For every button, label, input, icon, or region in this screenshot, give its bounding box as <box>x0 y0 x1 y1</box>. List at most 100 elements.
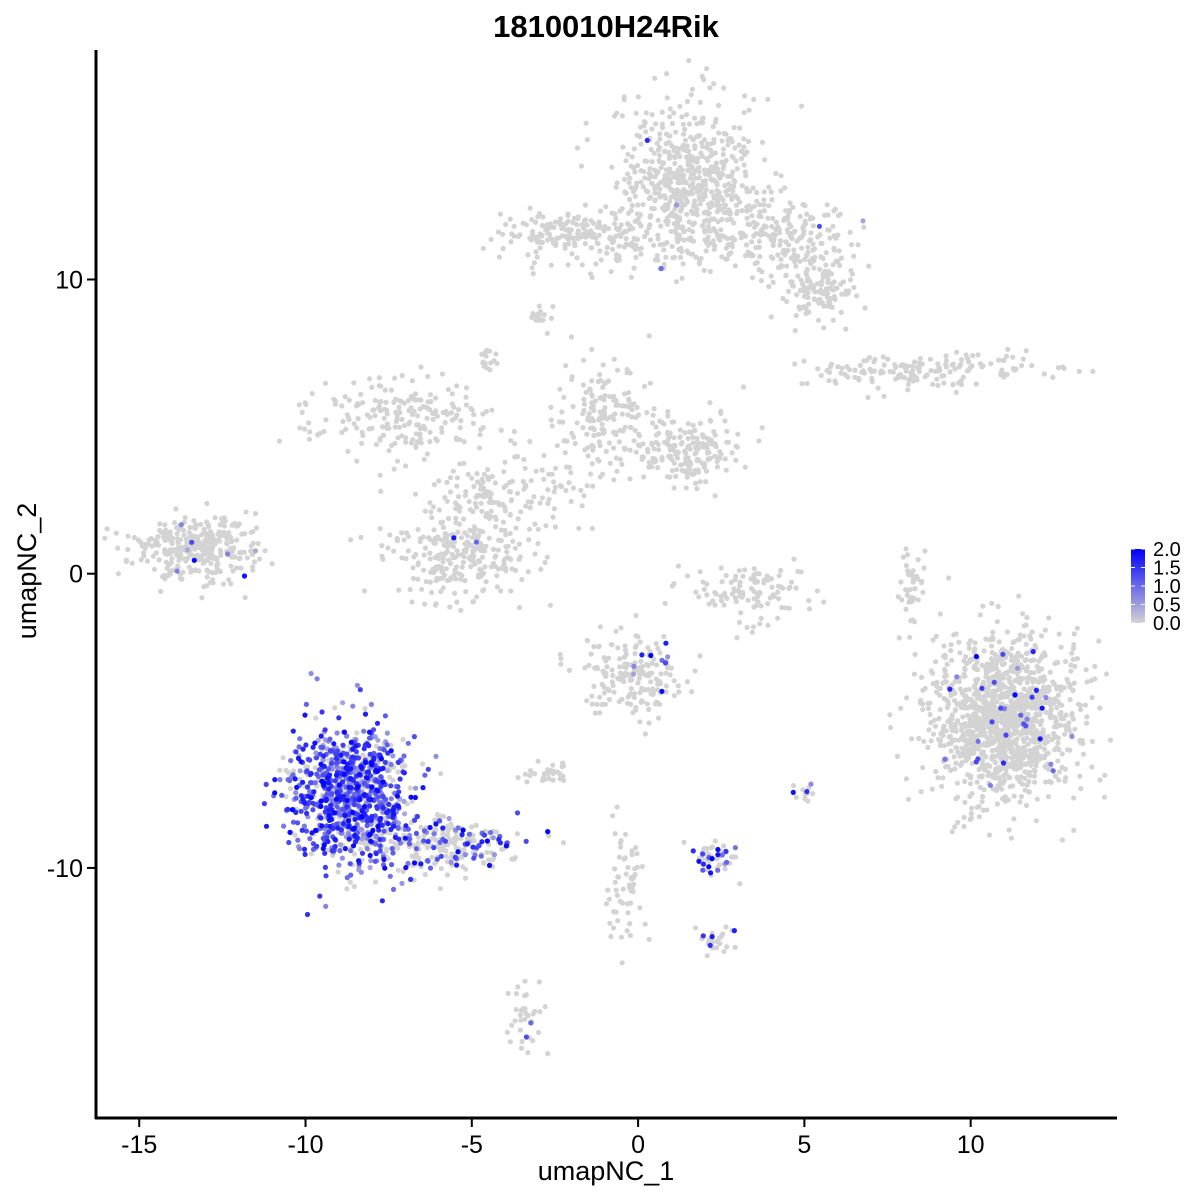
cell-point <box>519 576 525 583</box>
cell-point <box>508 438 514 444</box>
cell-point <box>1025 650 1031 656</box>
cell-point <box>1012 638 1018 644</box>
cell-point <box>412 391 419 397</box>
cell-point <box>733 457 739 463</box>
cell-point <box>1042 627 1048 633</box>
cell-point <box>588 651 594 657</box>
cell-point <box>424 415 430 421</box>
cell-point <box>1028 747 1035 754</box>
cell-point <box>1045 794 1052 800</box>
cell-point <box>584 222 590 228</box>
cell-point <box>919 674 925 681</box>
cell-point <box>589 416 595 422</box>
cell-point <box>224 541 230 547</box>
cell-point <box>803 310 809 317</box>
cell-point <box>1026 779 1032 785</box>
cell-point <box>478 500 484 506</box>
cell-point <box>489 473 495 479</box>
cell-point <box>681 131 687 137</box>
cell-point <box>1023 668 1029 674</box>
cell-point <box>616 699 622 705</box>
cell-point <box>362 706 368 712</box>
cell-point <box>704 592 710 598</box>
cell-point <box>726 136 732 142</box>
cell-point <box>825 277 831 283</box>
cell-point <box>690 434 696 440</box>
cell-point <box>172 548 178 554</box>
cell-point <box>665 654 671 660</box>
cell-point <box>705 456 711 462</box>
cell-point <box>622 661 628 667</box>
cell-point <box>944 705 950 711</box>
cell-point <box>354 458 360 464</box>
cell-point <box>768 314 774 320</box>
cell-point <box>339 855 345 861</box>
cell-point <box>976 814 983 820</box>
cell-point <box>715 219 721 225</box>
cell-point <box>674 235 680 241</box>
cell-point <box>800 201 806 208</box>
cell-point <box>653 424 659 430</box>
cell-point <box>516 604 523 611</box>
cell-point <box>660 193 666 199</box>
cell-point <box>750 624 757 630</box>
cell-point <box>541 452 547 459</box>
cell-point <box>565 211 571 217</box>
cell-point <box>1059 751 1065 757</box>
cell-point <box>590 447 596 453</box>
cell-point <box>768 576 775 582</box>
cell-point <box>961 814 967 821</box>
cell-point <box>919 578 925 585</box>
cell-point <box>728 579 734 586</box>
cell-point <box>920 687 926 694</box>
cell-point <box>765 215 771 221</box>
cell-point <box>527 438 533 445</box>
cell-point <box>701 464 707 470</box>
cell-point <box>953 760 959 766</box>
cell-point <box>229 522 235 528</box>
cell-point <box>665 413 671 419</box>
cell-point <box>945 763 951 769</box>
cell-point <box>720 146 727 152</box>
cell-point <box>719 216 725 222</box>
cell-point <box>190 545 196 551</box>
cell-point <box>838 281 844 287</box>
cell-point <box>550 240 557 246</box>
cell-point <box>648 194 654 200</box>
cell-point <box>410 565 416 571</box>
cell-point <box>252 548 259 554</box>
cell-point <box>967 793 973 800</box>
cell-point <box>880 354 886 360</box>
cell-point <box>732 145 738 151</box>
cell-point <box>686 219 692 225</box>
cell-point <box>707 400 713 406</box>
cell-point <box>1024 614 1030 621</box>
cell-point <box>983 715 989 721</box>
cell-point <box>703 187 709 193</box>
cell-point <box>379 543 385 549</box>
cell-point <box>708 147 714 153</box>
cell-point <box>440 831 446 837</box>
cell-point <box>657 650 663 656</box>
cell-point <box>754 571 760 577</box>
cell-point <box>399 416 405 422</box>
cell-point <box>912 359 918 365</box>
cell-point <box>688 171 694 178</box>
cell-point <box>520 220 526 226</box>
cell-point <box>968 810 974 817</box>
cell-point <box>419 586 425 592</box>
cell-point <box>184 547 190 553</box>
cell-point <box>611 416 617 422</box>
cell-point <box>901 375 907 381</box>
cell-point <box>1071 680 1077 686</box>
cell-point <box>395 435 401 441</box>
cell-point <box>933 768 939 775</box>
cell-point <box>580 425 586 431</box>
cell-point <box>734 208 741 214</box>
cell-point <box>491 499 497 505</box>
cell-point <box>441 542 447 548</box>
cell-point <box>706 210 712 216</box>
cell-point <box>825 227 831 233</box>
cell-point <box>403 439 409 445</box>
cell-point <box>385 545 391 551</box>
